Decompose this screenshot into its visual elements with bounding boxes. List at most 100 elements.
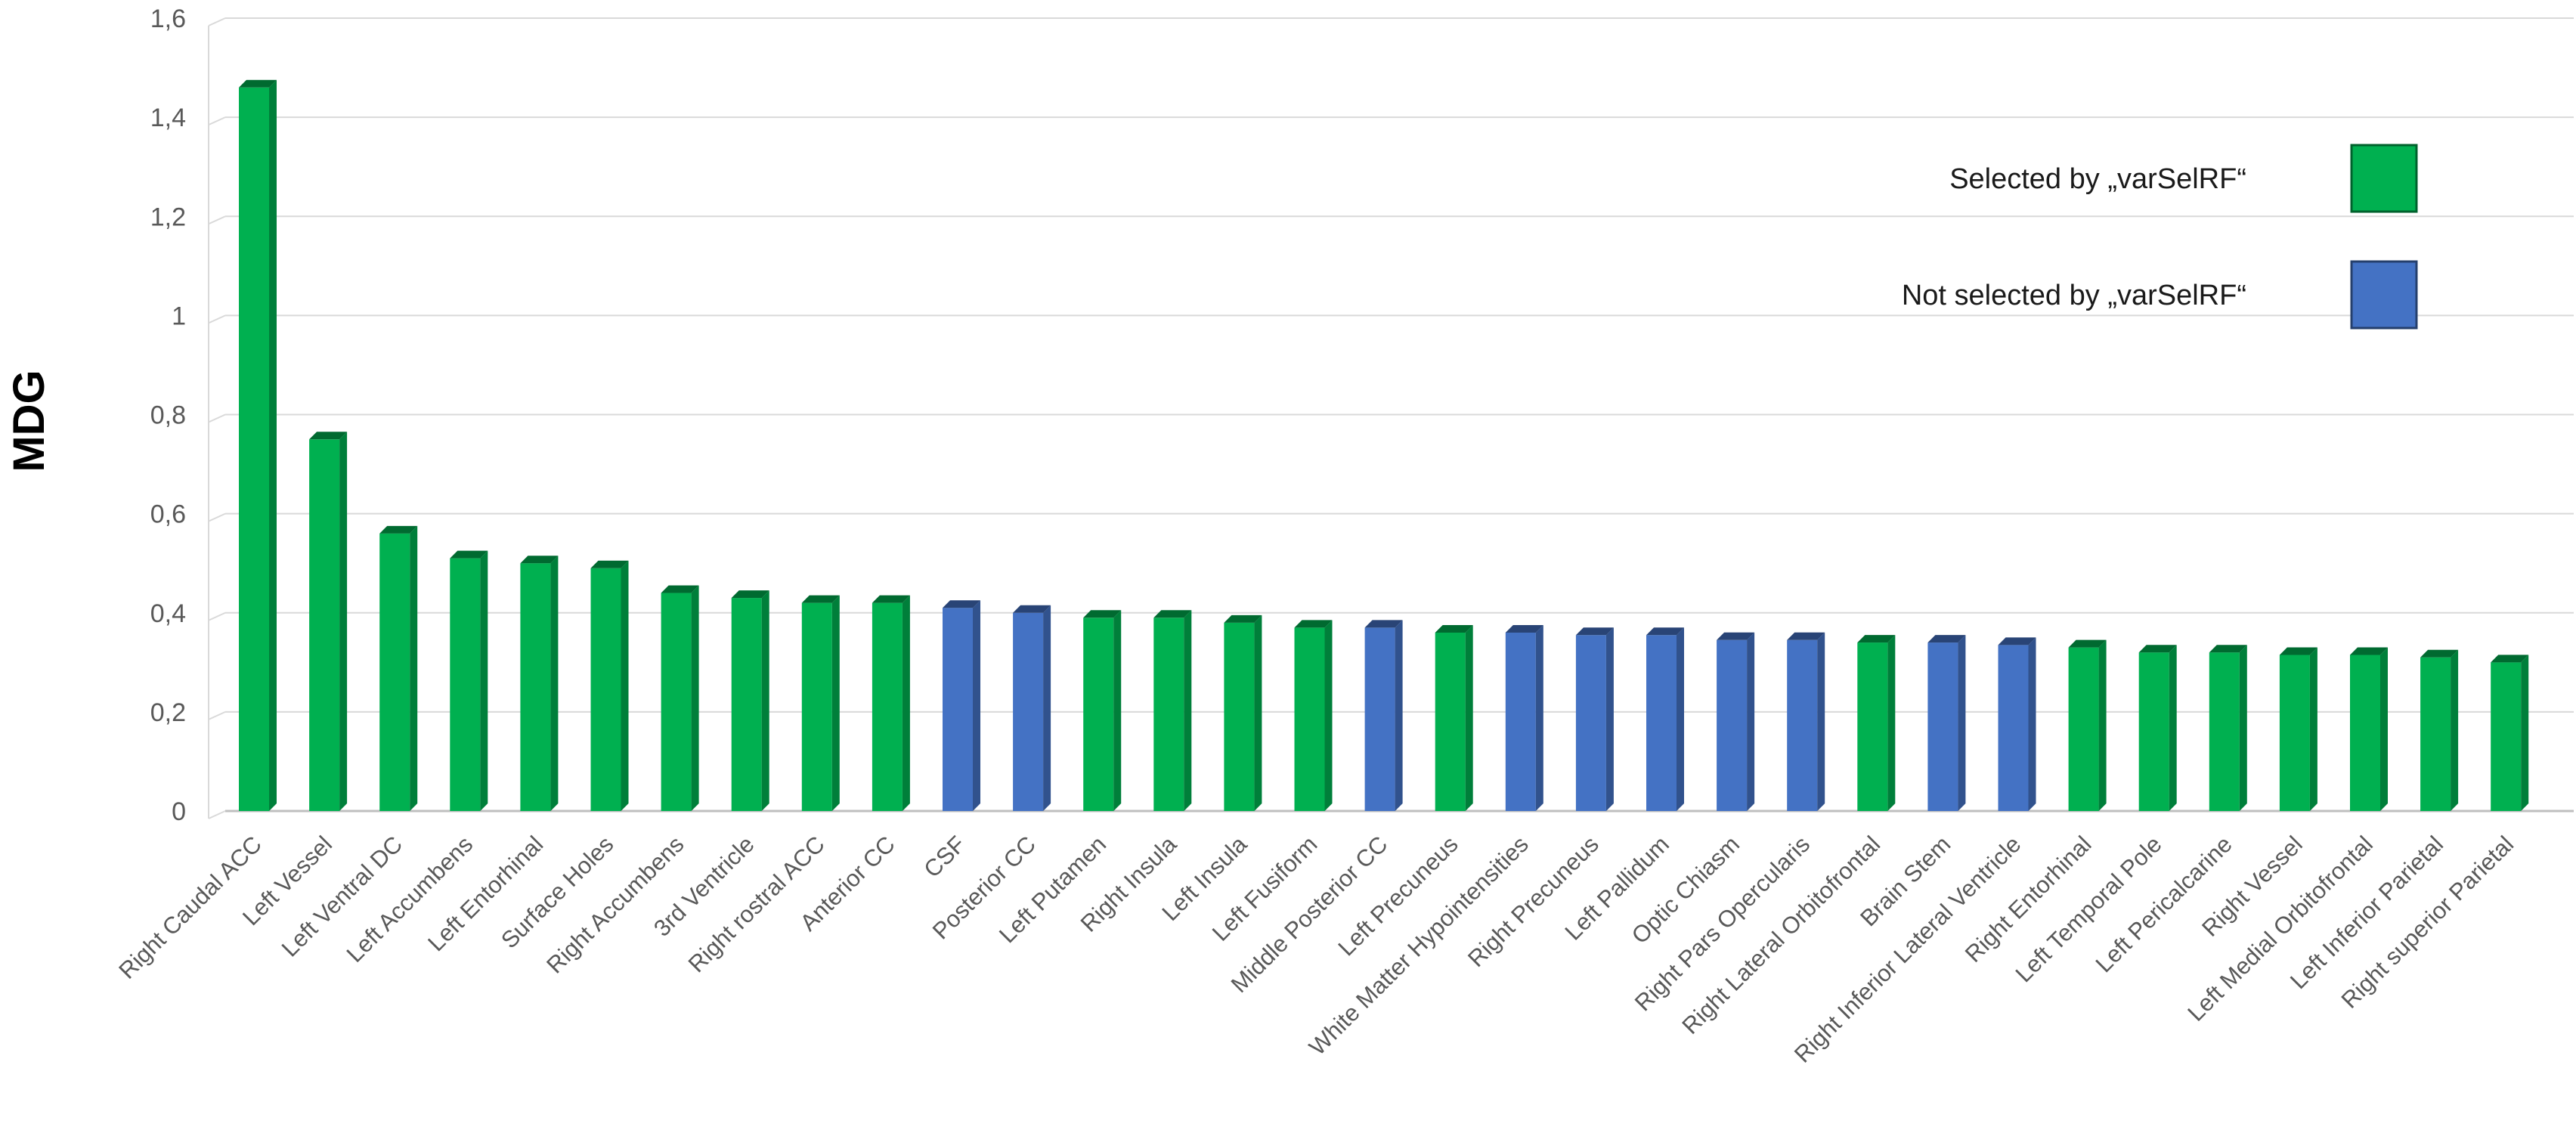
bar-side — [1184, 610, 1192, 811]
y-tick-label: 1,2 — [150, 203, 186, 231]
bar-side — [691, 585, 699, 811]
gridline-depth — [208, 810, 226, 819]
bar-front — [1717, 639, 1748, 811]
x-tick-label: Right Precuneus — [1463, 831, 1604, 972]
bar-side — [1605, 627, 1614, 811]
bar — [2491, 655, 2529, 811]
bar-front — [1083, 618, 1114, 811]
gridline-depth — [208, 17, 226, 26]
bar-side — [2098, 639, 2107, 811]
bar-top — [1998, 637, 2036, 645]
gridline-depth — [208, 314, 226, 324]
bar-side — [2169, 645, 2177, 811]
bar — [1153, 610, 1192, 811]
bar-top — [309, 432, 348, 440]
bar — [1505, 624, 1543, 811]
bar-front — [731, 598, 762, 811]
bar-front — [2068, 647, 2099, 811]
bar-side — [621, 560, 629, 811]
bar-top — [450, 550, 488, 559]
bar-side — [410, 525, 418, 811]
bar-top — [1224, 614, 1262, 623]
bar — [379, 525, 418, 811]
bar — [1787, 632, 1825, 811]
y-tick-label: 1 — [172, 302, 186, 330]
bar-front — [2138, 652, 2169, 811]
bar — [1294, 620, 1333, 811]
bar — [943, 600, 980, 811]
bar — [731, 590, 769, 811]
bar — [1927, 635, 1966, 811]
bar-front — [661, 593, 692, 811]
bar-top — [2350, 647, 2388, 655]
legend-swatch — [2350, 144, 2418, 213]
bar-front — [1998, 645, 2029, 811]
bar-side — [1465, 624, 1473, 811]
bar-top — [1013, 605, 1051, 613]
bar — [2420, 649, 2459, 811]
bar-side — [1324, 620, 1333, 811]
bar-top — [1857, 635, 1896, 643]
bar-front — [2209, 652, 2240, 811]
bar-top — [2068, 639, 2107, 648]
bar-front — [943, 608, 973, 811]
bar-side — [1817, 632, 1825, 811]
x-tick-label: CSF — [918, 831, 971, 883]
bar-front — [1013, 612, 1044, 811]
bar — [520, 556, 559, 811]
bar-top — [1927, 635, 1966, 643]
bar — [1364, 620, 1403, 811]
bar — [239, 79, 277, 812]
legend-item: Not selected by „varSelRF“ — [1902, 260, 2418, 330]
bar-side — [550, 556, 559, 811]
bar-front — [309, 439, 340, 811]
bar-front — [1224, 622, 1255, 811]
y-tick-label: 0,6 — [150, 500, 186, 529]
bar-front — [379, 533, 410, 811]
bar-side — [1747, 632, 1755, 811]
bars — [239, 79, 2529, 812]
bar-top — [872, 595, 910, 603]
bar-top — [1787, 632, 1825, 640]
bar-front — [872, 602, 903, 811]
y-tick-label: 0 — [172, 797, 186, 826]
bar-side — [1113, 610, 1122, 811]
bar — [1646, 627, 1684, 811]
bar-side — [2521, 655, 2529, 811]
bar-side — [2028, 637, 2036, 811]
bar-side — [1535, 624, 1543, 811]
bar-top — [2491, 655, 2529, 663]
bar — [801, 595, 840, 811]
gridline-depth — [208, 413, 226, 423]
y-tick-label: 0,2 — [150, 698, 186, 727]
bar-top — [1083, 610, 1122, 618]
bar — [1717, 632, 1755, 811]
y-axis-title: MDG — [5, 370, 54, 472]
y-tick-label: 0,8 — [150, 401, 186, 430]
bar-front — [1435, 632, 1466, 811]
bar-side — [2309, 647, 2317, 811]
bar — [872, 595, 910, 811]
bar-top — [239, 79, 277, 88]
bar-front — [2491, 662, 2522, 811]
bar-side — [1677, 627, 1684, 811]
legend-label: Not selected by „varSelRF“ — [1902, 280, 2246, 311]
bar-top — [520, 556, 559, 564]
bar — [2350, 647, 2388, 811]
bar-front — [1505, 632, 1536, 811]
bar-top — [1575, 627, 1614, 636]
bar-front — [1927, 642, 1958, 811]
bar-side — [480, 550, 488, 811]
bar-top — [590, 560, 629, 568]
gridline-depth — [208, 116, 226, 126]
bar-top — [1435, 624, 1473, 633]
bar — [2138, 645, 2177, 811]
bar-top — [1364, 620, 1403, 628]
bar-top — [731, 590, 769, 599]
bar-front — [801, 602, 832, 811]
bar-front — [2350, 655, 2380, 811]
bar — [2068, 639, 2107, 811]
bar-top — [2420, 649, 2459, 658]
